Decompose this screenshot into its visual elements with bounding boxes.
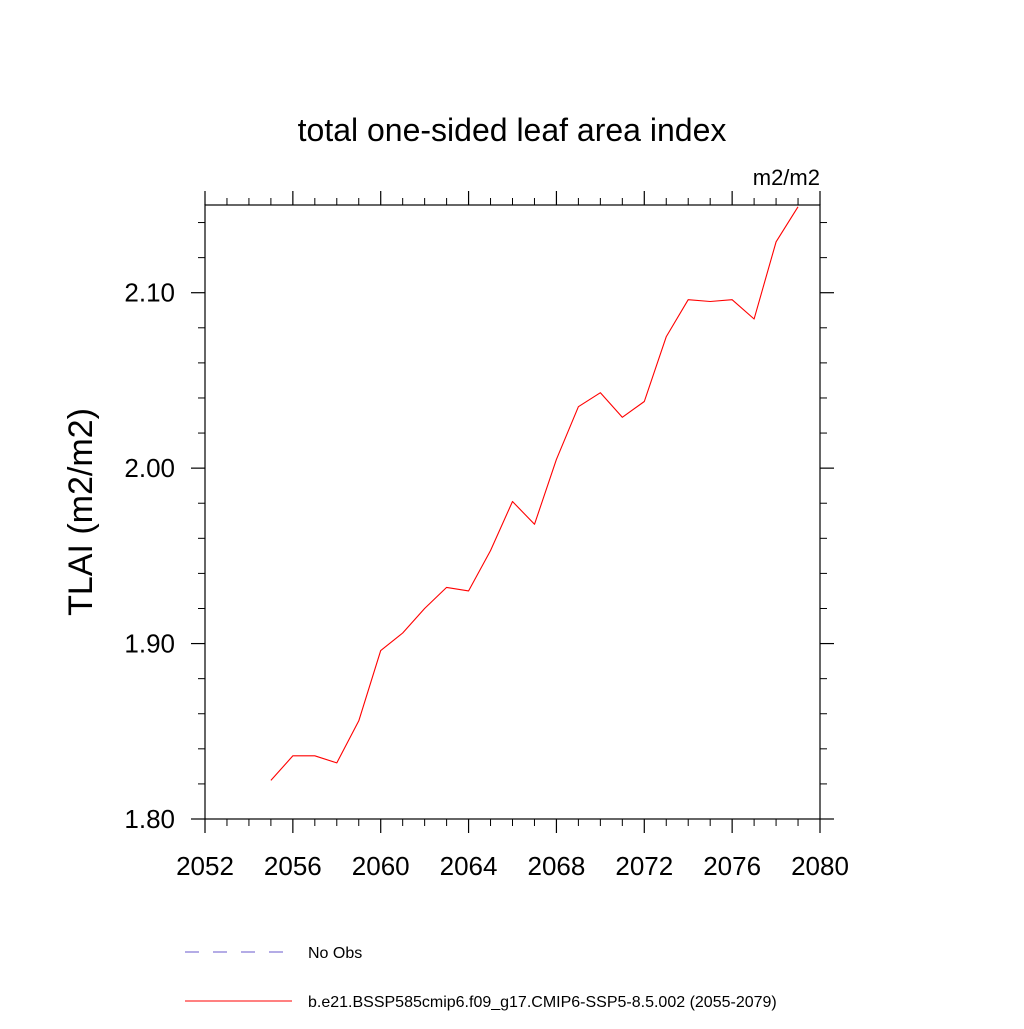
x-tick-label: 2064 (440, 851, 498, 881)
y-tick-label: 2.00 (124, 453, 175, 483)
x-tick-label: 2068 (528, 851, 586, 881)
series-line-0 (270, 206, 799, 781)
y-axis-ticks (191, 222, 834, 820)
units-label: m2/m2 (753, 165, 820, 190)
series-layer (270, 206, 799, 781)
plot-frame (204, 204, 821, 820)
x-tick-label: 2076 (703, 851, 761, 881)
x-axis-ticks (204, 191, 821, 833)
y-tick-label: 1.80 (124, 804, 175, 834)
y-axis-label: TLAI (m2/m2) (62, 408, 100, 616)
y-axis-tick-labels: 1.80 1.90 2.00 2.10 (124, 278, 175, 834)
y-tick-label: 2.10 (124, 278, 175, 308)
x-tick-label: 2056 (264, 851, 322, 881)
legend-label-1: b.e21.BSSP585cmip6.f09_g17.CMIP6-SSP5-8.… (308, 994, 777, 1011)
legend-label-0: No Obs (308, 945, 362, 962)
chart-title: total one-sided leaf area index (298, 112, 727, 148)
x-tick-label: 2080 (791, 851, 849, 881)
x-axis-tick-labels: 2052 2056 2060 2064 2068 2072 2076 2080 (176, 851, 849, 881)
legend: No Obs b.e21.BSSP585cmip6.f09_g17.CMIP6-S… (185, 945, 777, 1011)
x-tick-label: 2052 (176, 851, 234, 881)
x-tick-label: 2072 (615, 851, 673, 881)
y-tick-label: 1.90 (124, 629, 175, 659)
x-tick-label: 2060 (352, 851, 410, 881)
